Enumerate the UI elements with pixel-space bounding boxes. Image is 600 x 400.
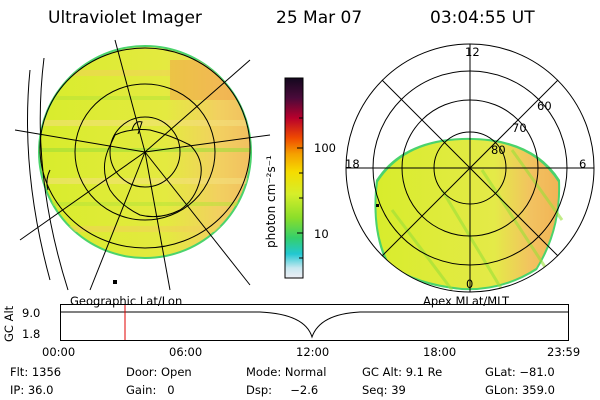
alt-xtick-2359: 23:59	[547, 345, 581, 359]
alt-xtick-0000: 00:00	[42, 345, 76, 359]
mlt-label-6: 6	[579, 157, 587, 171]
geographic-map	[14, 39, 271, 291]
altitude-plot	[60, 304, 569, 341]
info-door: Door: Open	[126, 365, 192, 379]
polar-map	[345, 43, 595, 293]
info-glon: GLon: 359.0	[485, 383, 555, 397]
info-glat: GLat: −81.0	[485, 365, 555, 379]
info-dsp: Dsp: −2.6	[246, 383, 319, 397]
alt-ytick-9: 9.0	[22, 306, 41, 320]
colorbar-tick-100: 100	[314, 141, 336, 155]
info-flt: Flt: 1356	[10, 365, 62, 379]
alt-xtick-1800: 18:00	[423, 345, 457, 359]
time-label: 03:04:55 UT	[430, 8, 535, 28]
info-gc-alt: GC Alt: 9.1 Re	[362, 365, 443, 379]
lat-label-80: 80	[491, 143, 506, 157]
info-gain: Gain: 0	[126, 383, 175, 397]
alt-ytick-1-8: 1.8	[22, 327, 41, 341]
instrument-title: Ultraviolet Imager	[48, 8, 202, 28]
alt-plot-ylabel: GC Alt	[2, 305, 16, 342]
alt-xtick-1200: 12:00	[296, 345, 330, 359]
alt-xtick-0600: 06:00	[169, 345, 203, 359]
colorbar-tick-10: 10	[314, 227, 329, 241]
info-seq: Seq: 39	[362, 383, 406, 397]
colorbar-unit-label: photon cm⁻²s⁻¹	[264, 155, 278, 248]
colorbar	[284, 77, 304, 279]
lat-label-70: 70	[512, 121, 527, 135]
mlt-label-18: 18	[345, 157, 360, 171]
info-ip: IP: 36.0	[10, 383, 54, 397]
info-mode: Mode: Normal	[246, 365, 327, 379]
lat-label-60: 60	[537, 99, 552, 113]
mlt-label-0: 0	[466, 277, 474, 291]
date-label: 25 Mar 07	[276, 8, 363, 28]
mlt-label-12: 12	[465, 45, 480, 59]
